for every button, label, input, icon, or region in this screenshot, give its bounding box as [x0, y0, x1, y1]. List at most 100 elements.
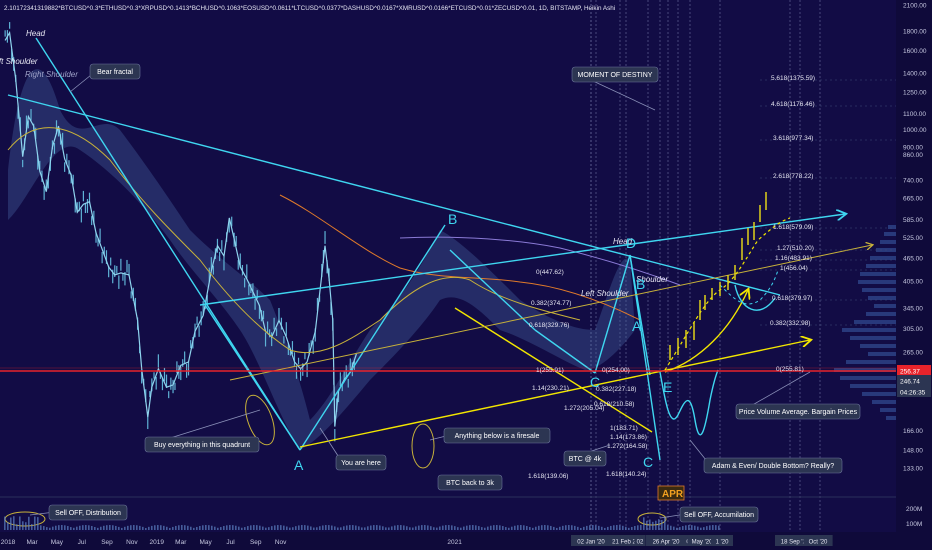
double-bottom-cyan-path — [659, 369, 719, 436]
y-axis-panel — [896, 0, 932, 550]
volume-bar — [505, 527, 507, 530]
pattern-label-shoulder-3: Shoulder — [636, 275, 668, 284]
volume-bar — [460, 527, 462, 530]
wave-letter-b1: B — [448, 211, 457, 227]
volume-bar — [166, 526, 168, 530]
y-tick-label: 1000.00 — [903, 127, 927, 134]
volume-bar — [361, 527, 363, 530]
volume-bar — [649, 519, 651, 530]
volume-bar — [49, 527, 51, 530]
volume-bar — [160, 525, 162, 530]
callout-text: MOMENT OF DESTINY — [578, 72, 653, 79]
volume-bar — [370, 525, 372, 530]
volume-bar — [532, 527, 534, 530]
fib-level-label: 3.618(977.34) — [773, 135, 813, 142]
volume-bar — [340, 527, 342, 530]
volume-bar — [106, 525, 108, 530]
highlight-vertical-lines — [590, 0, 821, 532]
volume-bar — [430, 526, 432, 530]
volume-bar — [517, 525, 519, 530]
volume-bar — [289, 527, 291, 530]
price-badge: 04:26:35 — [900, 390, 926, 397]
volume-bar — [439, 526, 441, 530]
volume-bar — [67, 526, 69, 530]
volume-bar — [19, 516, 21, 530]
volume-bar — [190, 526, 192, 530]
fib-mid-label: 1.618(140.24) — [606, 471, 646, 478]
callout-box — [48, 504, 128, 521]
volume-bar — [658, 519, 660, 530]
volume-bar — [127, 525, 129, 530]
volume-bar — [544, 525, 546, 530]
volume-bar — [556, 527, 558, 530]
volume-bar — [442, 525, 444, 530]
x-tick-label: Sep — [250, 539, 262, 546]
fib-mid-label: 1(183.71) — [610, 425, 638, 432]
volume-bar — [316, 527, 318, 530]
ma-yellow — [7, 127, 581, 354]
pattern-label-left-shoulder-1: Left Shoulder — [0, 57, 38, 66]
volume-bar — [226, 525, 228, 530]
volume-bar — [463, 526, 465, 530]
fib-mid-label: 0.382(374.77) — [531, 300, 571, 307]
fib-mid-label: 1.618(139.06) — [528, 473, 568, 480]
volume-bar — [580, 527, 582, 530]
y-tick-label: 305.00 — [903, 326, 923, 333]
volume-bar — [325, 525, 327, 530]
volume-bar — [73, 527, 75, 530]
volume-bar — [427, 525, 429, 530]
pattern-label-head-1: Head — [26, 29, 46, 38]
volume-bar — [319, 526, 321, 530]
volume-bar — [709, 525, 711, 530]
volume-bar — [214, 526, 216, 530]
x-highlight-box — [803, 535, 833, 546]
volume-bar — [712, 525, 714, 530]
price-badge: 256.37 — [900, 369, 920, 376]
volume-bar — [523, 525, 525, 530]
volume-bar — [7, 522, 9, 530]
fib-level-label: 1.618(579.09) — [773, 224, 813, 231]
callout-box — [571, 66, 659, 83]
volume-bar — [286, 526, 288, 530]
volume-bar — [589, 525, 591, 530]
callout-text: You are here — [341, 460, 381, 467]
x-tick-label: Mar — [26, 539, 38, 546]
volume-bar — [187, 525, 189, 530]
volume-bar — [631, 526, 633, 530]
volume-bar — [22, 521, 24, 530]
volume-bar — [250, 525, 252, 530]
volume-bar — [280, 525, 282, 530]
volume-bar — [358, 526, 360, 530]
volume-bar — [4, 516, 6, 530]
y-tick-label: 1600.00 — [903, 48, 927, 55]
volume-bar — [385, 527, 387, 530]
volume-bar — [571, 525, 573, 530]
volume-bar — [685, 525, 687, 530]
volume-bar — [652, 521, 654, 530]
volume-bar — [157, 525, 159, 530]
volume-bar — [151, 525, 153, 530]
x-tick-label: Jul — [226, 539, 235, 546]
volume-bar — [229, 525, 231, 530]
volume-bar — [661, 519, 663, 530]
volume-profile — [834, 225, 896, 420]
volume-bar — [211, 525, 213, 530]
y-tick-label: 665.00 — [903, 195, 923, 202]
x-highlight-box — [607, 535, 641, 546]
volume-bar — [694, 525, 696, 530]
price-badges: 256.37 246.74 04:26:35 — [897, 365, 931, 397]
x-highlight-box — [646, 535, 686, 546]
callout-text: Sell OFF, Accumilation — [684, 512, 754, 519]
volume-bar — [367, 526, 369, 530]
volume-bar — [139, 525, 141, 530]
chart-title: 2.10172341319882*BTCUSD^0.3*ETHUSD^0.3*X… — [4, 5, 615, 12]
firesale-ellipse — [411, 423, 435, 469]
volume-bar — [697, 526, 699, 530]
volume-bar — [256, 525, 258, 530]
volume-tick-100m: 100M — [906, 521, 922, 528]
volume-bar — [133, 525, 135, 530]
yellow-trendlines — [299, 290, 810, 448]
volume-bar — [88, 525, 90, 530]
volume-bar — [541, 525, 543, 530]
volume-bar — [508, 527, 510, 530]
